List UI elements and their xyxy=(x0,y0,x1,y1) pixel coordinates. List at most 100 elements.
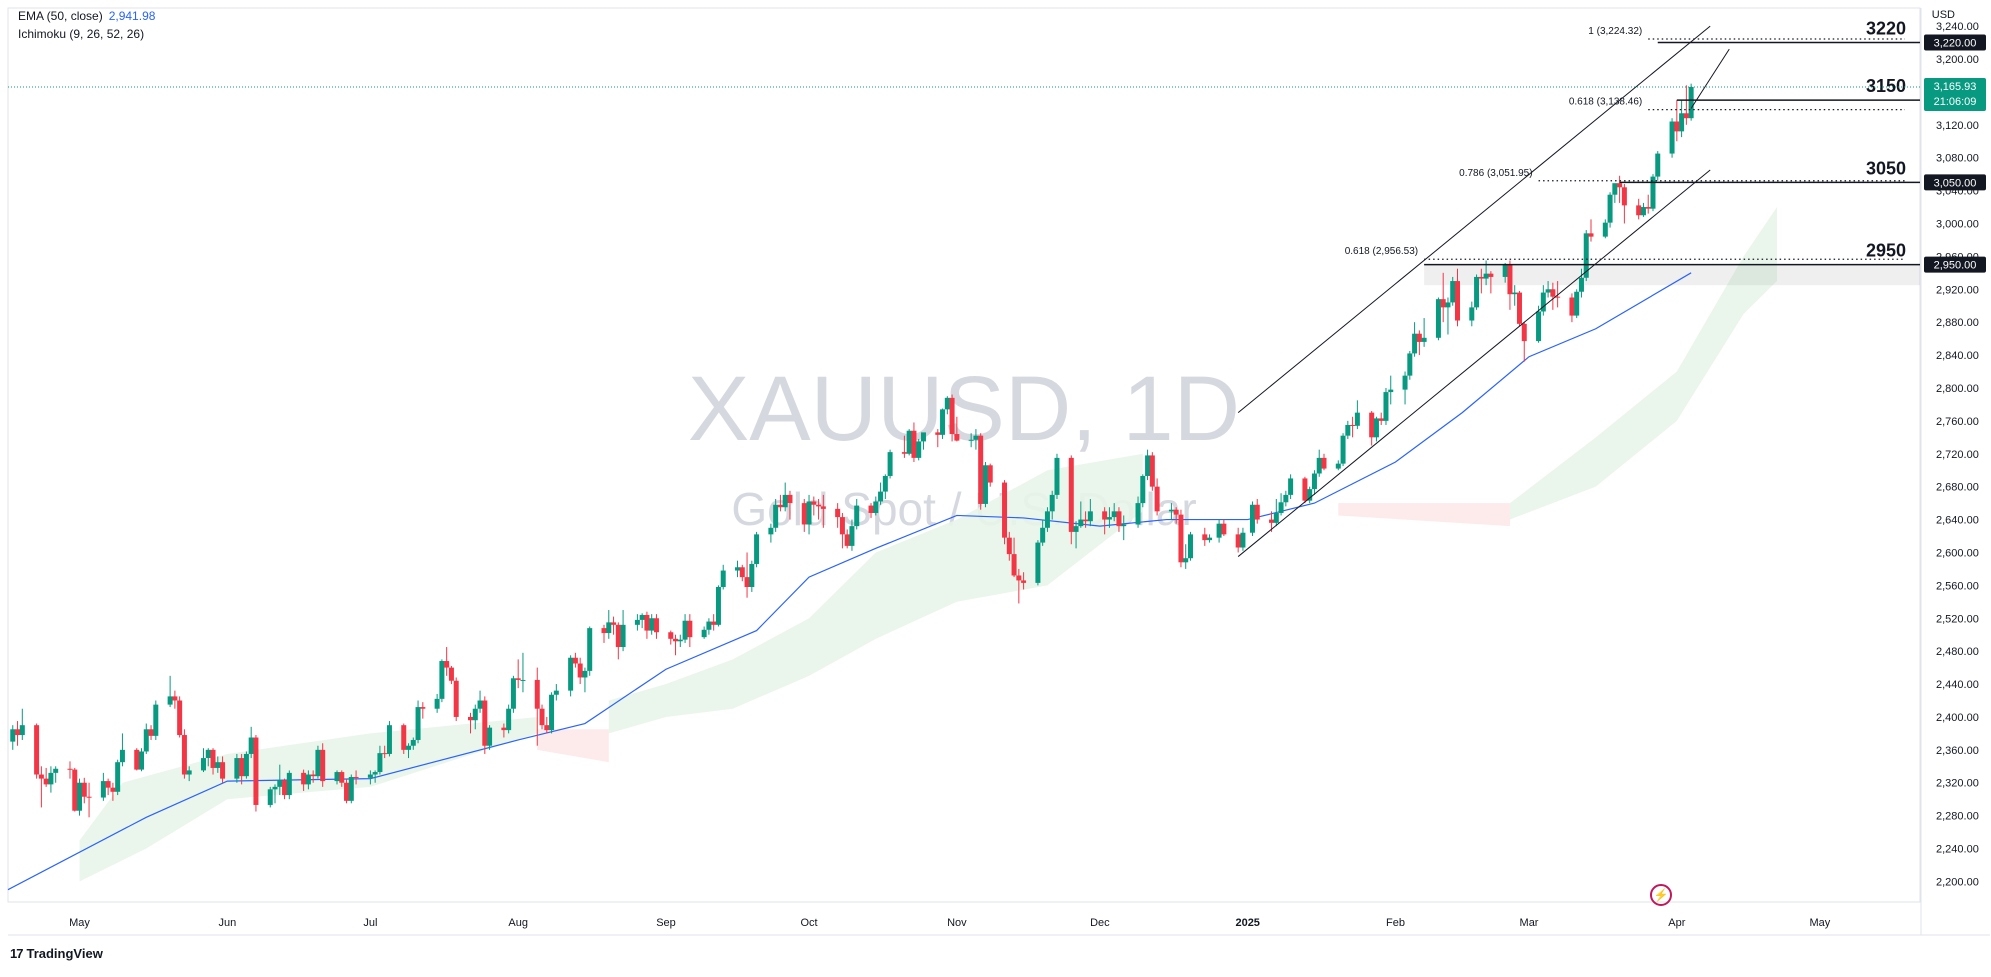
candle-body[interactable] xyxy=(682,620,688,640)
candle-body[interactable] xyxy=(1178,514,1184,563)
candle-body[interactable] xyxy=(1440,299,1446,308)
candle-body[interactable] xyxy=(1068,457,1074,532)
candle-body[interactable] xyxy=(386,725,392,754)
candle-body[interactable] xyxy=(715,587,721,625)
candle-body[interactable] xyxy=(38,774,44,779)
candle-body[interactable] xyxy=(1087,511,1093,522)
candle-body[interactable] xyxy=(1474,276,1480,308)
candle-body[interactable] xyxy=(100,781,106,798)
tradingview-brand[interactable]: 17 TradingView xyxy=(10,946,103,961)
candle-body[interactable] xyxy=(1054,457,1060,495)
candle-body[interactable] xyxy=(1369,412,1375,438)
candle-body[interactable] xyxy=(1650,176,1656,209)
candle-body[interactable] xyxy=(668,632,674,639)
candle-body[interactable] xyxy=(172,696,178,701)
candle-body[interactable] xyxy=(43,778,49,785)
candle-body[interactable] xyxy=(577,663,583,678)
candle-body[interactable] xyxy=(739,567,745,578)
candle-body[interactable] xyxy=(153,704,159,736)
candle-body[interactable] xyxy=(944,397,950,410)
candle-body[interactable] xyxy=(353,776,359,778)
candle-body[interactable] xyxy=(1283,494,1289,503)
candle-body[interactable] xyxy=(1679,113,1685,132)
candle-body[interactable] xyxy=(434,698,440,709)
candle-body[interactable] xyxy=(181,735,187,775)
candle-body[interactable] xyxy=(1450,281,1456,303)
candle-body[interactable] xyxy=(1135,503,1141,525)
candle-body[interactable] xyxy=(267,789,273,805)
candle-body[interactable] xyxy=(735,567,741,571)
candle-body[interactable] xyxy=(935,432,941,435)
candle-body[interactable] xyxy=(520,679,526,681)
candle-body[interactable] xyxy=(468,716,474,721)
candle-body[interactable] xyxy=(887,452,893,476)
candle-body[interactable] xyxy=(787,494,793,504)
candle-body[interactable] xyxy=(1278,502,1284,513)
candle-body[interactable] xyxy=(186,770,192,775)
candle-body[interactable] xyxy=(1311,473,1317,490)
candle-body[interactable] xyxy=(81,782,87,797)
candle-body[interactable] xyxy=(1011,554,1017,576)
candle-body[interactable] xyxy=(1140,475,1146,504)
candle-body[interactable] xyxy=(86,796,92,798)
candle-body[interactable] xyxy=(1402,375,1408,390)
candle-body[interactable] xyxy=(673,638,679,642)
candle-body[interactable] xyxy=(177,700,183,736)
candle-body[interactable] xyxy=(653,618,659,633)
lightning-icon[interactable]: ⚡ xyxy=(1650,884,1672,906)
candle-body[interactable] xyxy=(477,700,483,709)
candle-body[interactable] xyxy=(677,639,683,642)
candle-body[interactable] xyxy=(1412,333,1418,354)
candle-body[interactable] xyxy=(1636,205,1642,216)
candle-body[interactable] xyxy=(382,753,388,755)
candle-body[interactable] xyxy=(1512,292,1518,295)
candle-body[interactable] xyxy=(1302,478,1308,501)
candles[interactable] xyxy=(10,83,1694,818)
candle-body[interactable] xyxy=(773,504,779,528)
candle-body[interactable] xyxy=(1502,264,1508,277)
channel-line-0[interactable] xyxy=(1237,25,1711,414)
candle-body[interactable] xyxy=(506,708,512,731)
candle-body[interactable] xyxy=(1574,291,1580,316)
candle-body[interactable] xyxy=(1469,307,1475,321)
candle-body[interactable] xyxy=(1645,207,1651,209)
candle-body[interactable] xyxy=(868,505,874,513)
candle-body[interactable] xyxy=(1683,113,1689,119)
candle-body[interactable] xyxy=(1617,183,1623,188)
candle-body[interactable] xyxy=(205,749,211,759)
candle-body[interactable] xyxy=(277,780,283,787)
candle-body[interactable] xyxy=(1688,86,1694,119)
candle-body[interactable] xyxy=(1187,534,1193,559)
candle-body[interactable] xyxy=(344,782,350,801)
candle-body[interactable] xyxy=(305,774,311,785)
candle-body[interactable] xyxy=(644,614,650,631)
candle-body[interactable] xyxy=(210,749,216,768)
candle-body[interactable] xyxy=(410,739,416,746)
candle-body[interactable] xyxy=(882,475,888,492)
candle-body[interactable] xyxy=(1273,512,1279,523)
candle-body[interactable] xyxy=(1421,337,1427,342)
candle-body[interactable] xyxy=(143,729,149,752)
candle-body[interactable] xyxy=(19,725,25,736)
candle-body[interactable] xyxy=(215,762,221,768)
candle-body[interactable] xyxy=(1254,504,1260,520)
candle-body[interactable] xyxy=(878,491,884,502)
candle-body[interactable] xyxy=(1602,222,1608,237)
candle-body[interactable] xyxy=(1173,509,1179,515)
candle-body[interactable] xyxy=(310,774,316,777)
candle-body[interactable] xyxy=(1121,524,1127,527)
ema-line[interactable] xyxy=(7,272,1692,891)
candle-body[interactable] xyxy=(820,506,826,509)
candle-body[interactable] xyxy=(620,624,626,648)
candle-body[interactable] xyxy=(768,527,774,535)
candle-body[interactable] xyxy=(67,768,73,770)
candle-body[interactable] xyxy=(978,435,984,504)
ema-legend-row[interactable]: EMA (50, close) 2,941.98 xyxy=(18,7,155,25)
candle-body[interactable] xyxy=(401,725,407,750)
candle-body[interactable] xyxy=(1249,504,1255,533)
candle-body[interactable] xyxy=(1545,289,1551,293)
candle-body[interactable] xyxy=(110,787,116,792)
candle-body[interactable] xyxy=(1269,519,1275,523)
candle-body[interactable] xyxy=(1221,523,1227,535)
candle-body[interactable] xyxy=(549,694,555,731)
